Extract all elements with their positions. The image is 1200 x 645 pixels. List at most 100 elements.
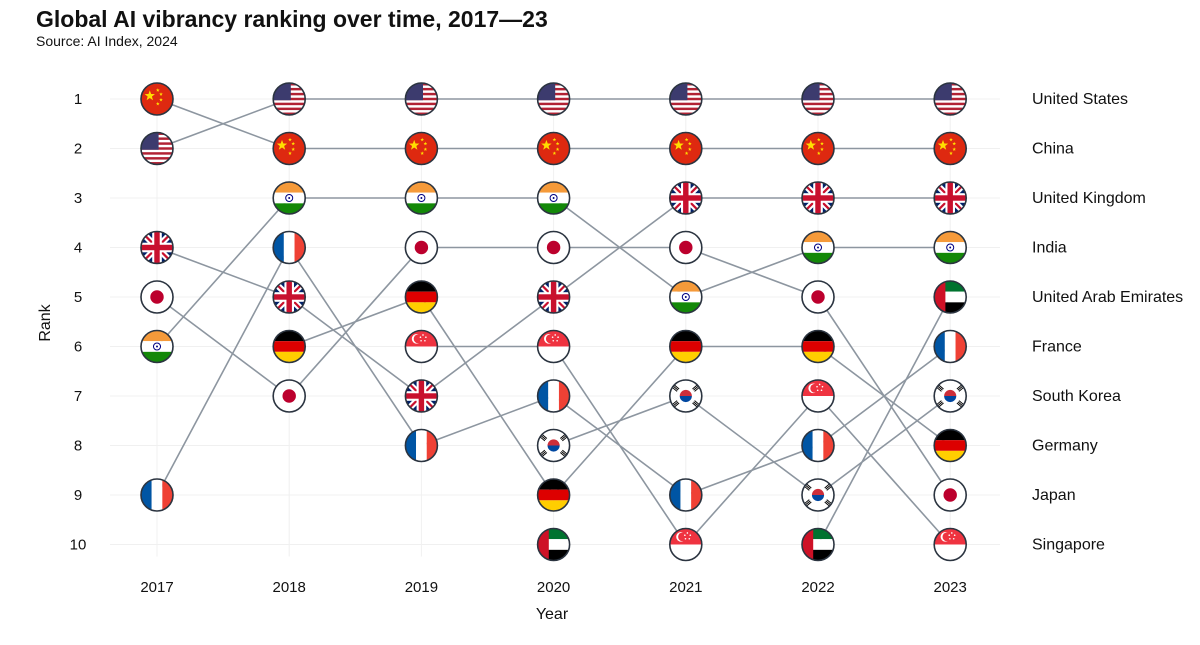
flag-marker-outline-us — [801, 82, 835, 116]
flag-marker-outline-gb — [140, 230, 174, 265]
country-label: India — [1032, 240, 1067, 257]
x-tick-label: 2022 — [801, 579, 834, 596]
flag-marker-sg — [669, 528, 702, 561]
flag-marker-outline-ae — [801, 527, 835, 562]
series-line-de — [553, 345, 687, 496]
flag-marker-outline-kr — [801, 478, 835, 512]
flag-marker-outline-gb — [272, 280, 307, 314]
y-tick-label: 9 — [74, 487, 82, 504]
series-line-fr — [156, 247, 290, 496]
flag-marker-outline-fr — [801, 428, 835, 463]
y-tick-label: 8 — [74, 438, 82, 455]
flag-marker-outline-de — [404, 280, 439, 314]
flag-marker-outline-cn — [140, 82, 174, 116]
country-label: France — [1032, 339, 1082, 356]
flag-marker-outline-jp — [536, 230, 571, 265]
flag-marker-kr — [537, 429, 570, 462]
flag-marker-ae — [537, 528, 570, 561]
flag-marker-us — [537, 83, 570, 115]
flag-marker-de — [934, 429, 967, 462]
flag-marker-cn — [141, 83, 173, 115]
flag-marker-outline-fr — [272, 230, 307, 265]
flag-marker-outline-gb — [668, 181, 703, 215]
series-line-cn — [156, 98, 290, 150]
flag-marker-cn — [669, 132, 702, 165]
flag-marker-outline-kr — [536, 428, 571, 463]
country-label: South Korea — [1032, 388, 1121, 405]
flag-marker-outline-cn — [536, 131, 571, 166]
series-line-sg — [685, 395, 819, 546]
flag-marker-sg — [405, 330, 438, 363]
flag-marker-sg — [537, 330, 570, 363]
flag-marker-cn — [273, 132, 306, 165]
flag-marker-kr — [802, 479, 834, 511]
x-tick-label: 2019 — [405, 579, 438, 596]
flag-marker-gb — [141, 231, 173, 264]
flag-marker-outline-cn — [933, 131, 968, 166]
flag-marker-fr — [934, 330, 967, 363]
series-line-jp — [288, 246, 422, 397]
flag-marker-outline-cn — [801, 131, 835, 166]
flag-marker-cn — [537, 132, 570, 165]
flag-marker-outline-us — [272, 82, 307, 116]
flag-marker-gb — [405, 380, 438, 412]
flag-marker-outline-us — [140, 131, 174, 166]
flag-marker-in — [934, 231, 967, 264]
flag-marker-outline-sg — [933, 527, 968, 562]
chart-source: Source: AI Index, 2024 — [36, 33, 178, 49]
y-tick-label: 4 — [74, 240, 82, 257]
flag-marker-gb — [802, 182, 834, 214]
y-tick-label: 1 — [74, 91, 82, 108]
flag-marker-de — [405, 281, 438, 313]
x-axis-ticks: 2017 2018 2019 2020 2021 2022 2023 — [140, 579, 967, 596]
flag-marker-de — [537, 479, 570, 511]
flag-marker-jp — [405, 231, 438, 264]
country-label: United Kingdom — [1032, 190, 1146, 207]
flag-marker-outline-us — [536, 82, 571, 116]
flag-marker-outline-in — [536, 181, 571, 215]
country-labels: United States China United Kingdom India Uni… — [1032, 91, 1183, 554]
flag-marker-fr — [669, 479, 702, 511]
flag-marker-gb — [273, 281, 306, 313]
flag-marker-in — [141, 330, 173, 363]
flag-marker-in — [802, 231, 834, 264]
series-line-jp — [817, 296, 951, 496]
flag-marker-jp — [669, 231, 702, 264]
x-tick-label: 2017 — [140, 579, 173, 596]
flag-marker-cn — [802, 132, 834, 165]
flag-marker-outline-in — [140, 329, 174, 364]
y-tick-label: 7 — [74, 388, 82, 405]
flag-marker-outline-jp — [272, 379, 307, 413]
country-label: Singapore — [1032, 537, 1105, 554]
flag-marker-cn — [934, 132, 967, 165]
series-lines — [156, 98, 951, 546]
flag-marker-sg — [934, 528, 967, 561]
flag-marker-in — [537, 182, 570, 214]
series-line-kr — [817, 395, 951, 496]
series-line-kr — [685, 395, 819, 496]
x-tick-label: 2021 — [669, 579, 702, 596]
flag-marker-outline-in — [668, 280, 703, 314]
series-line-de — [420, 296, 555, 496]
flag-marker-outline-fr — [668, 478, 703, 512]
flag-marker-kr — [669, 380, 702, 412]
flag-marker-in — [669, 281, 702, 313]
flag-marker-outline-de — [536, 478, 571, 512]
flag-marker-ae — [802, 528, 834, 561]
flag-marker-outline-sg — [668, 527, 703, 562]
y-tick-label: 3 — [74, 190, 82, 207]
series-line-sg — [817, 395, 951, 546]
flag-marker-outline-sg — [404, 329, 439, 364]
flag-marker-jp — [537, 231, 570, 264]
flag-marker-us — [273, 83, 306, 115]
flag-marker-gb — [934, 182, 967, 214]
flag-marker-fr — [141, 479, 173, 511]
flag-marker-ae — [934, 281, 967, 313]
series-line-sg — [552, 346, 687, 545]
flag-marker-outline-in — [404, 181, 439, 215]
flag-marker-us — [405, 83, 438, 115]
flag-marker-outline-ae — [933, 280, 968, 314]
y-tick-label: 10 — [70, 537, 87, 554]
x-tick-label: 2020 — [537, 579, 570, 596]
